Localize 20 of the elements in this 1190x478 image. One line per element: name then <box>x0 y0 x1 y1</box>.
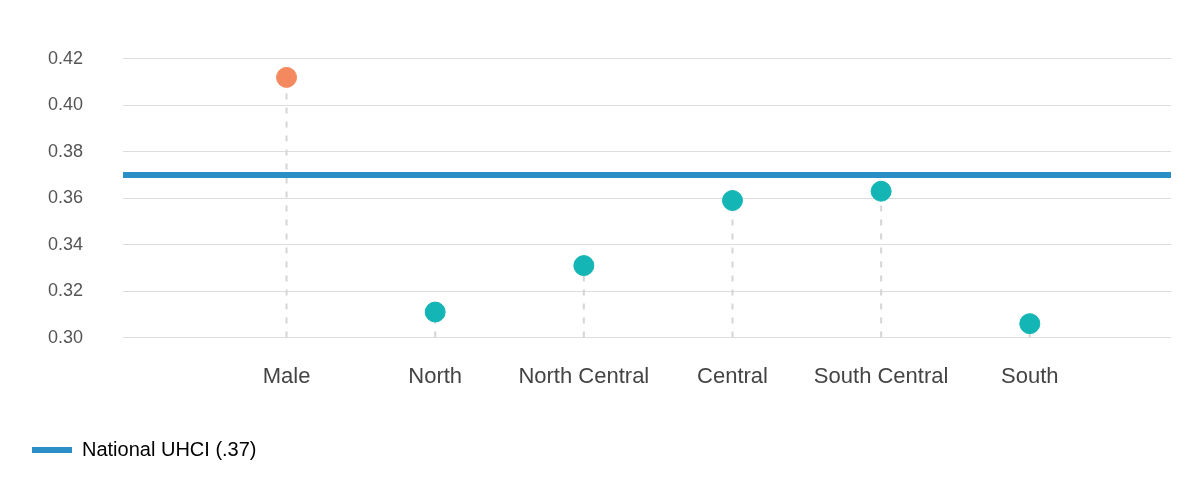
x-tick-label: South Central <box>813 362 949 388</box>
x-tick-label: Central <box>697 362 768 388</box>
legend-label: National UHCI (.37) <box>82 437 257 460</box>
x-tick-label: North <box>408 362 463 388</box>
x-tick-label: North Central <box>518 362 650 388</box>
y-tick-label: 0.30 <box>47 326 84 347</box>
point <box>1019 313 1041 335</box>
y-tick-label: 0.36 <box>47 187 84 208</box>
point <box>424 301 446 323</box>
x-tick-label: South <box>1001 362 1059 388</box>
y-tick-label: 0.32 <box>47 280 84 301</box>
point <box>573 255 595 277</box>
y-tick-label: 0.40 <box>47 94 84 115</box>
point <box>276 66 298 88</box>
x-tick-label: Male <box>262 362 311 388</box>
y-tick-label: 0.38 <box>47 140 84 161</box>
point <box>870 180 892 202</box>
point <box>721 190 743 212</box>
y-tick-label: 0.42 <box>47 47 84 68</box>
y-tick-label: 0.34 <box>47 233 84 254</box>
